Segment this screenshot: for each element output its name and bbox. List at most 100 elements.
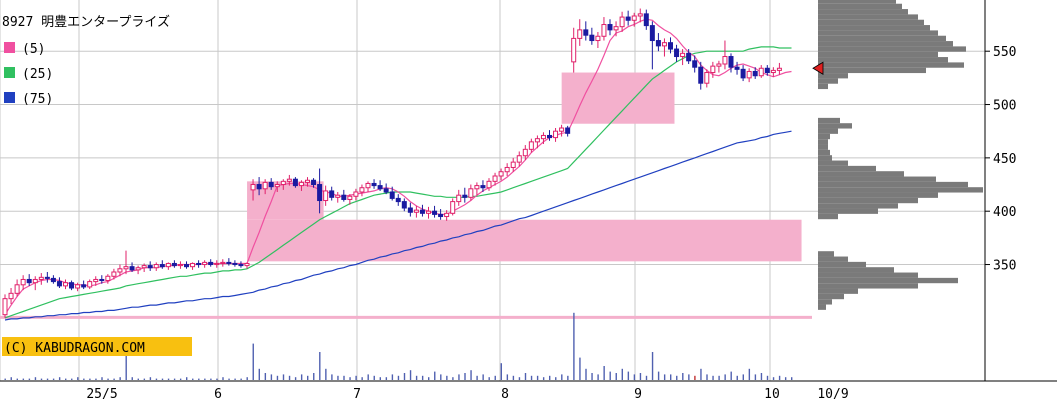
- candle-body: [69, 282, 75, 289]
- volume-bar: [748, 368, 751, 380]
- volume-profile-bar: [818, 46, 966, 52]
- volume-bar: [198, 378, 200, 380]
- legend-label-ma75: (75): [22, 92, 53, 107]
- candle-body: [710, 65, 716, 74]
- candle-body: [244, 262, 250, 267]
- x-tick-label: 9: [634, 387, 642, 402]
- candle-body: [50, 277, 56, 283]
- y-tick-label: 350: [993, 259, 1016, 274]
- volume-profile-bar: [818, 203, 898, 209]
- volume-profile-bar: [818, 267, 894, 273]
- volume-profile-bar: [818, 14, 918, 20]
- candle-body: [141, 265, 147, 269]
- volume-bar: [597, 374, 599, 380]
- candle-body: [2, 298, 8, 316]
- volume-bar: [766, 375, 769, 380]
- volume-bar: [228, 378, 230, 380]
- legend-label-ma5: (5): [22, 42, 45, 57]
- candle-body: [286, 178, 292, 182]
- candle-body: [722, 56, 728, 65]
- volume-bar: [676, 375, 678, 380]
- candle-body: [613, 26, 619, 31]
- volume-bar: [379, 377, 381, 380]
- volume-bar: [724, 374, 726, 380]
- candle-body: [444, 212, 450, 218]
- volume-bar: [567, 375, 569, 380]
- volume-profile-bar: [818, 299, 832, 305]
- candle-body: [504, 166, 510, 173]
- candle-body: [413, 209, 419, 213]
- volume-bar: [688, 374, 690, 380]
- volume-bar: [210, 378, 212, 380]
- candle-body: [298, 181, 304, 187]
- volume-bar: [246, 377, 248, 380]
- volume-profile-bar: [818, 208, 878, 214]
- candle-body: [202, 261, 208, 266]
- volume-profile-bar: [818, 83, 828, 90]
- volume-bar: [83, 378, 85, 380]
- candle-body: [190, 262, 196, 268]
- volume-bar: [65, 378, 67, 380]
- volume-profile-bar: [818, 144, 828, 150]
- volume-profile-bar: [818, 261, 866, 268]
- candle-body: [268, 181, 274, 188]
- volume-bar: [700, 368, 702, 380]
- volume-bar: [391, 374, 394, 380]
- volume-profile-bar: [818, 149, 830, 156]
- ma75-line: [4, 130, 792, 321]
- candle-body: [208, 261, 214, 266]
- candle-body: [643, 13, 649, 27]
- candle-body: [510, 161, 516, 168]
- volume-bar: [16, 378, 18, 380]
- candle-body: [274, 184, 280, 188]
- candle-body: [432, 210, 438, 215]
- volume-profile-bar: [818, 277, 958, 284]
- y-tick-label: 400: [993, 205, 1016, 220]
- candle-body: [426, 210, 431, 214]
- candle-body: [571, 37, 577, 63]
- candle-body: [311, 179, 317, 186]
- candle-body: [377, 185, 383, 190]
- candle-body: [317, 184, 323, 202]
- candle-body: [637, 13, 643, 17]
- volume-bar: [621, 368, 623, 380]
- volume-bar: [186, 377, 188, 380]
- candle-body: [498, 171, 504, 177]
- volume-profile-bar: [818, 117, 840, 124]
- candle-body: [99, 278, 105, 282]
- candle-body: [171, 262, 177, 267]
- volume-bar: [71, 378, 73, 380]
- candle-body: [752, 70, 758, 77]
- volume-bar: [542, 377, 545, 380]
- candle-body: [740, 68, 746, 79]
- volume-profile-bar: [818, 9, 908, 15]
- volume-bar: [561, 374, 563, 380]
- volume-bar: [355, 375, 357, 380]
- candle-body: [462, 194, 468, 198]
- candle-body: [516, 155, 522, 163]
- candle-body: [553, 130, 559, 139]
- volume-bar: [403, 373, 406, 380]
- candle-body: [26, 278, 32, 284]
- volume-bar: [657, 371, 660, 380]
- candle-body: [323, 190, 329, 202]
- candle-body: [135, 267, 141, 271]
- volume-bar: [639, 373, 642, 380]
- volume-bar: [282, 374, 285, 380]
- x-tick-label: 8: [501, 387, 509, 402]
- volume-bar: [113, 378, 115, 380]
- volume-profile-bar: [818, 25, 930, 31]
- volume-profile-bar: [818, 192, 938, 198]
- volume-profile-bar: [818, 19, 924, 26]
- candle-body: [20, 278, 26, 286]
- candle-body: [474, 185, 480, 190]
- volume-bar: [518, 377, 521, 380]
- volume-bar: [101, 377, 103, 380]
- volume-bar: [585, 368, 587, 380]
- candle-body: [159, 264, 165, 268]
- candle-body: [305, 179, 310, 183]
- volume-bar: [319, 352, 321, 380]
- candlesticks: [2, 8, 782, 318]
- copyright-text: (C) KABUDRAGON.COM: [4, 341, 145, 356]
- volume-bar: [736, 375, 738, 380]
